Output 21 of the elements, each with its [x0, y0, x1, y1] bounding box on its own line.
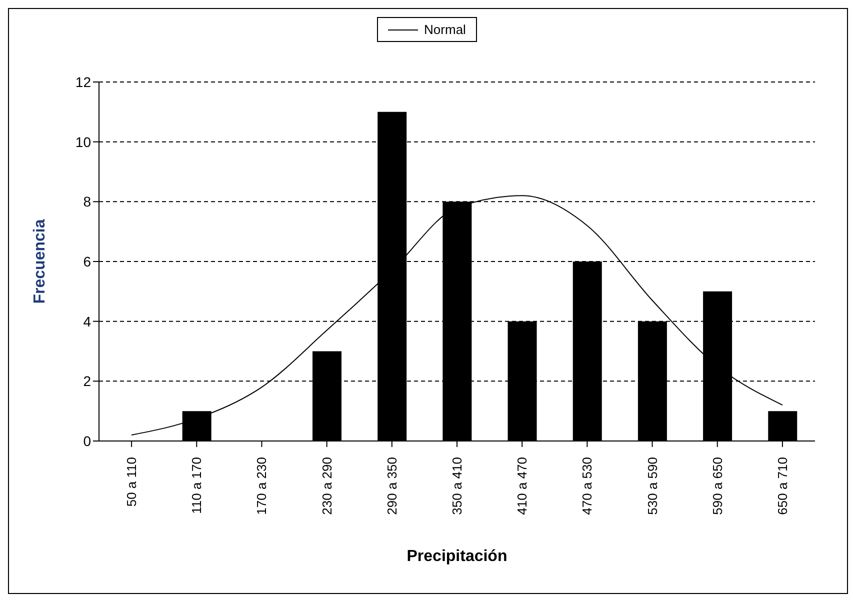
x-tick-label: 230 a 290 — [319, 457, 334, 515]
x-tick-label: 350 a 410 — [450, 457, 464, 515]
x-tick-label: 470 a 530 — [580, 457, 595, 515]
y-tick-label: 2 — [83, 373, 92, 390]
x-tick-label: 530 a 590 — [644, 457, 660, 515]
y-tick-label: 12 — [75, 74, 92, 90]
y-tick-label: 10 — [75, 134, 92, 150]
x-axis-title: Precipitación — [406, 548, 508, 565]
y-axis-title: Frecuencia — [32, 219, 49, 304]
x-tick-label: 590 a 650 — [710, 457, 725, 515]
x-tick-label: 410 a 470 — [514, 457, 530, 515]
y-tick-label: 4 — [83, 313, 92, 330]
y-tick-label: 6 — [83, 253, 92, 270]
x-tick-label: 170 a 230 — [254, 457, 270, 515]
y-tick-label: 0 — [83, 432, 92, 449]
x-tick-label: 650 a 710 — [774, 457, 790, 515]
x-tick-label: 290 a 350 — [384, 457, 400, 515]
x-tick-label: 50 a 110 — [124, 457, 140, 507]
legend-label: Normal — [424, 22, 466, 37]
y-tick-label: 8 — [83, 194, 92, 210]
x-tick-label: 110 a 170 — [189, 457, 204, 514]
